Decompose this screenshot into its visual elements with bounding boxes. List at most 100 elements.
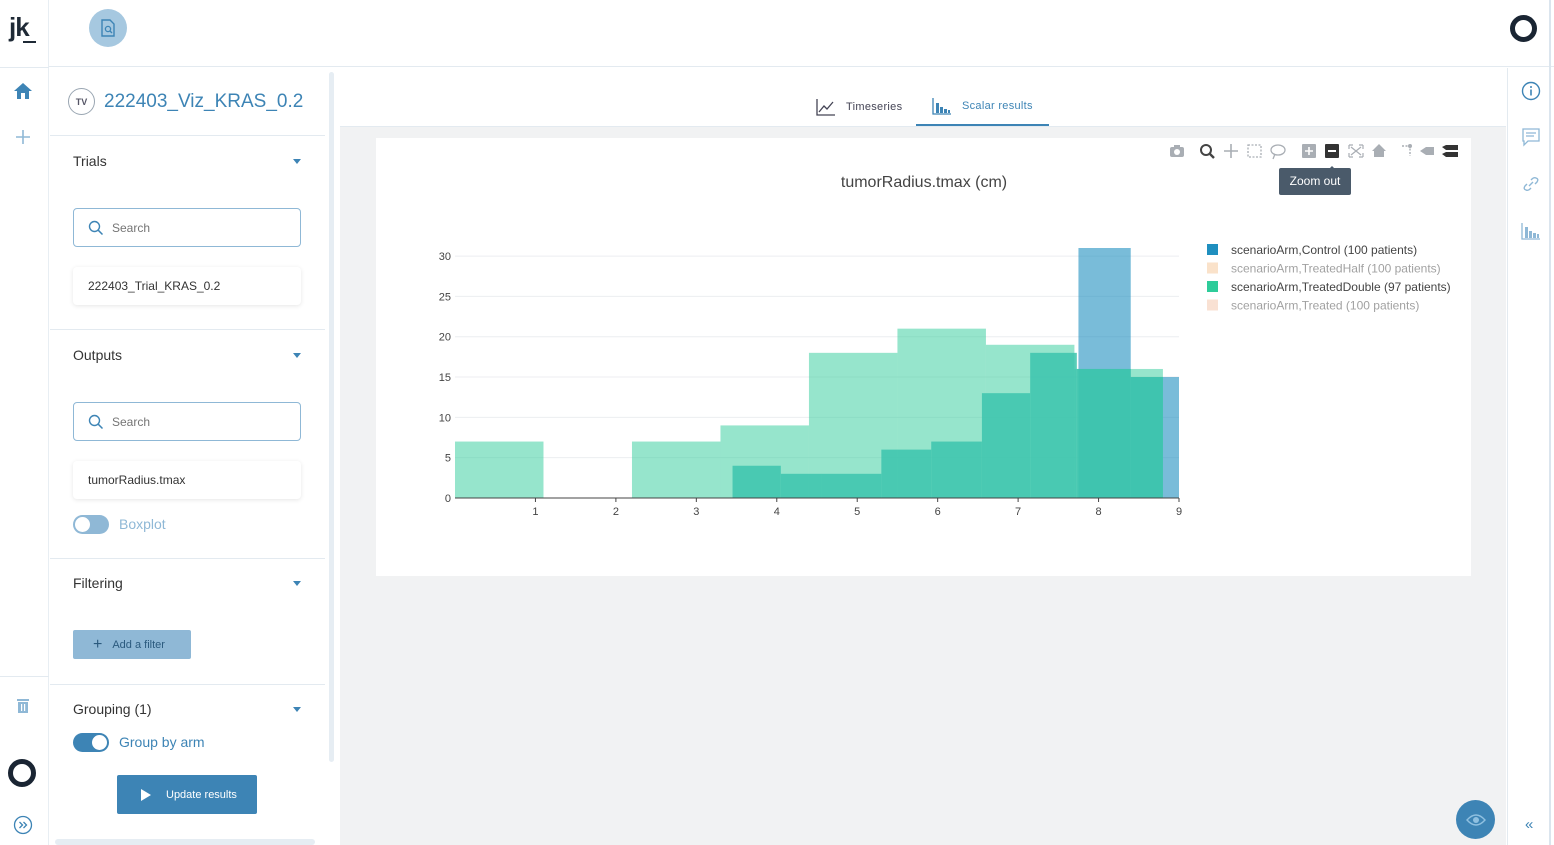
output-item[interactable]: tumorRadius.tmax: [73, 461, 301, 499]
line-chart-icon: [816, 99, 835, 116]
histogram-bar[interactable]: [1030, 352, 1077, 498]
histogram-bar[interactable]: [1130, 377, 1163, 498]
x-tick-label: 9: [1176, 506, 1182, 518]
y-tick-label: 5: [445, 453, 451, 465]
zoom-out-tooltip: Zoom out: [1279, 166, 1351, 195]
y-tick-label: 30: [439, 251, 451, 263]
filtering-caret-icon[interactable]: [293, 581, 301, 586]
histogram-bar[interactable]: [931, 441, 982, 498]
horizontal-scrollbar[interactable]: [55, 839, 315, 845]
legend-item[interactable]: scenarioArm,Control (100 patients): [1207, 243, 1417, 257]
hover-compare-icon[interactable]: [1442, 145, 1458, 157]
section-divider: [50, 329, 325, 330]
histogram-bar[interactable]: [881, 449, 932, 498]
zoom-icon[interactable]: [1200, 144, 1215, 159]
spike-lines-icon[interactable]: [1402, 144, 1412, 156]
document-search-icon[interactable]: [89, 9, 127, 47]
y-tick-label: 20: [439, 332, 451, 344]
histogram-chart[interactable]: Zoom out tumorRadius.tmax (cm) 051015202…: [376, 138, 1471, 576]
y-tick-label: 25: [439, 291, 451, 303]
x-tick-label: 3: [693, 506, 699, 518]
legend-item[interactable]: scenarioArm,TreatedDouble (97 patients): [1207, 280, 1451, 294]
box-select-icon[interactable]: [1247, 144, 1262, 158]
trials-caret-icon[interactable]: [293, 159, 301, 164]
histogram-bar[interactable]: [1076, 368, 1131, 498]
section-divider: [50, 135, 325, 136]
rail-divider: [0, 67, 49, 68]
histogram-bar[interactable]: [455, 441, 544, 498]
trials-search[interactable]: [73, 208, 301, 247]
zoom-in-icon[interactable]: [1302, 144, 1316, 158]
play-icon: [141, 788, 151, 801]
legend-label: scenarioArm,Treated (100 patients): [1231, 299, 1419, 313]
hover-closest-icon[interactable]: [1420, 147, 1434, 155]
autoscale-icon[interactable]: [1348, 144, 1364, 158]
project-header: TV 222403_Viz_KRAS_0.2: [68, 88, 303, 115]
tooltip-text: Zoom out: [1290, 174, 1341, 188]
legend-label: scenarioArm,Control (100 patients): [1231, 243, 1417, 257]
reset-axes-icon[interactable]: [1372, 144, 1386, 157]
link-icon[interactable]: [1520, 173, 1542, 195]
eye-icon: [1465, 813, 1486, 826]
camera-icon[interactable]: [1170, 145, 1184, 157]
outputs-search-input[interactable]: [112, 414, 292, 429]
histogram-bar[interactable]: [821, 473, 882, 498]
tab-scalar-results[interactable]: Scalar results: [916, 88, 1049, 126]
legend-label: scenarioArm,TreatedHalf (100 patients): [1231, 262, 1441, 276]
add-filter-label: Add a filter: [112, 638, 165, 651]
collapse-chevron-icon[interactable]: «: [1525, 816, 1534, 833]
modebar: [1170, 144, 1458, 160]
add-filter-button[interactable]: + Add a filter: [73, 630, 191, 659]
pan-icon[interactable]: [1224, 144, 1238, 158]
legend-swatch: [1207, 262, 1218, 274]
eye-button[interactable]: [1456, 800, 1495, 839]
legend-item[interactable]: scenarioArm,Treated (100 patients): [1207, 299, 1419, 313]
histogram-bar[interactable]: [631, 441, 721, 498]
y-tick-label: 10: [439, 412, 451, 424]
right-edge: [1549, 0, 1551, 845]
tabs-bar: Timeseries Scalar results: [340, 68, 1506, 127]
boxplot-toggle[interactable]: [73, 515, 109, 534]
update-results-button[interactable]: Update results: [117, 775, 257, 814]
group-by-arm-toggle[interactable]: [73, 733, 109, 752]
account-ring-icon[interactable]: [1510, 15, 1537, 42]
group-by-arm-label: Group by arm: [119, 734, 205, 750]
info-icon[interactable]: [1520, 80, 1542, 102]
legend-item[interactable]: scenarioArm,TreatedHalf (100 patients): [1207, 262, 1441, 276]
trials-search-input[interactable]: [112, 220, 292, 235]
tab-timeseries[interactable]: Timeseries: [808, 88, 910, 126]
sidebar-scrollbar[interactable]: [329, 72, 334, 762]
lasso-select-icon[interactable]: [1270, 144, 1286, 160]
grouping-caret-icon[interactable]: [293, 707, 301, 712]
histogram-bar[interactable]: [780, 473, 822, 498]
user-avatar-ring[interactable]: [8, 759, 36, 787]
outputs-search[interactable]: [73, 402, 301, 441]
legend[interactable]: scenarioArm,Control (100 patients) scenar…: [1207, 243, 1451, 313]
logo-underline: [23, 41, 36, 43]
legend-label: scenarioArm,TreatedDouble (97 patients): [1231, 280, 1451, 294]
comment-icon[interactable]: [1520, 126, 1542, 148]
histogram-panel-icon[interactable]: [1520, 220, 1542, 242]
outputs-title: Outputs: [73, 347, 123, 363]
filtering-title: Filtering: [73, 575, 123, 591]
x-tick-label: 5: [854, 506, 860, 518]
trash-icon[interactable]: [12, 695, 34, 717]
histogram-icon: [932, 98, 951, 115]
zoom-out-icon[interactable]: [1325, 144, 1339, 158]
legend-swatch: [1207, 299, 1218, 311]
search-icon: [88, 414, 104, 429]
trial-item[interactable]: 222403_Trial_KRAS_0.2: [73, 267, 301, 305]
project-title[interactable]: 222403_Viz_KRAS_0.2: [104, 90, 304, 112]
app-logo[interactable]: jk: [9, 12, 30, 42]
add-icon[interactable]: [12, 126, 34, 148]
home-icon[interactable]: [12, 80, 34, 102]
legend-swatch: [1207, 244, 1218, 255]
outputs-caret-icon[interactable]: [293, 353, 301, 358]
expand-icon[interactable]: [12, 814, 34, 836]
histogram-bar[interactable]: [732, 465, 781, 498]
rail-divider: [0, 676, 49, 677]
left-rail: jk: [0, 0, 49, 845]
histogram-bar[interactable]: [981, 393, 1031, 498]
x-tick-label: 2: [613, 506, 619, 518]
